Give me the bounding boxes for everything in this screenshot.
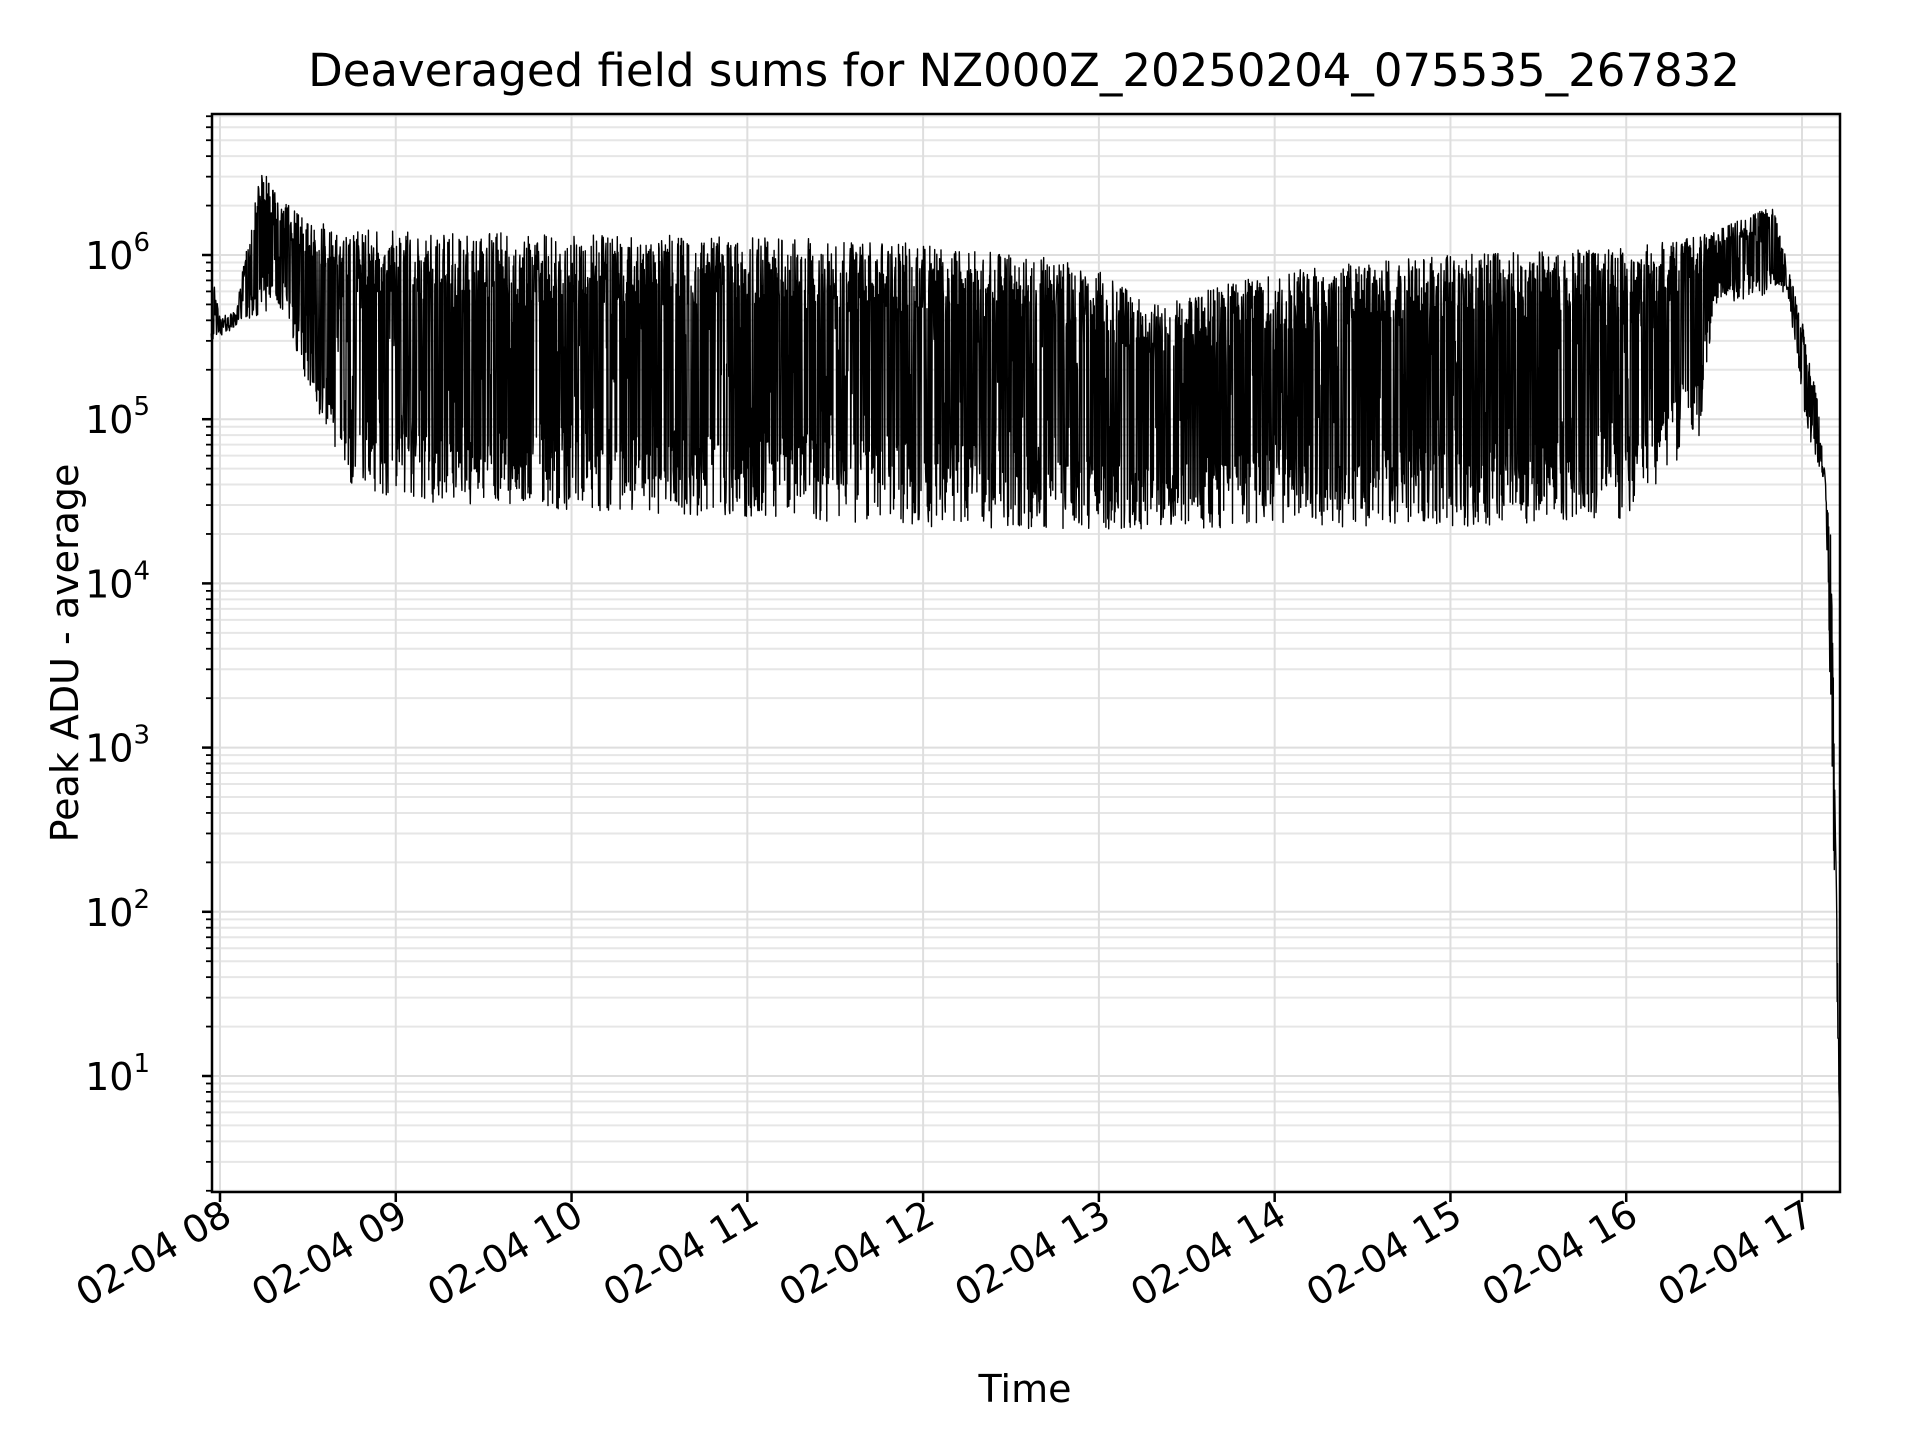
- x-tick-label: 02-04 14: [1123, 1192, 1293, 1316]
- x-tick-label: 02-04 09: [244, 1192, 414, 1316]
- y-tick-label: 102: [85, 885, 150, 935]
- x-tick-label: 02-04 17: [1651, 1192, 1821, 1316]
- plot-frame: [210, 112, 1842, 1194]
- y-tick-label: 105: [85, 392, 150, 442]
- x-tick-label: 02-04 13: [947, 1192, 1117, 1316]
- y-tick-label: 103: [85, 721, 150, 771]
- series-layer: [210, 174, 1841, 1142]
- y-tick-label: 101: [85, 1049, 150, 1099]
- x-axis-label: Time: [978, 1367, 1072, 1411]
- x-tick-label: 02-04 12: [772, 1192, 942, 1316]
- y-tick-label: 104: [85, 556, 150, 606]
- x-tick-label: 02-04 08: [69, 1192, 239, 1316]
- x-tick-label: 02-04 15: [1299, 1192, 1469, 1316]
- y-axis-label: Peak ADU - average: [43, 464, 87, 843]
- y-tick-label: 106: [85, 228, 150, 278]
- chart-title: Deaveraged field sums for NZ000Z_2025020…: [308, 44, 1740, 97]
- x-tick-label: 02-04 16: [1475, 1192, 1645, 1316]
- x-tick-label: 02-04 10: [420, 1192, 590, 1316]
- series-line: [210, 174, 1841, 1142]
- x-tick-label: 02-04 11: [596, 1192, 766, 1316]
